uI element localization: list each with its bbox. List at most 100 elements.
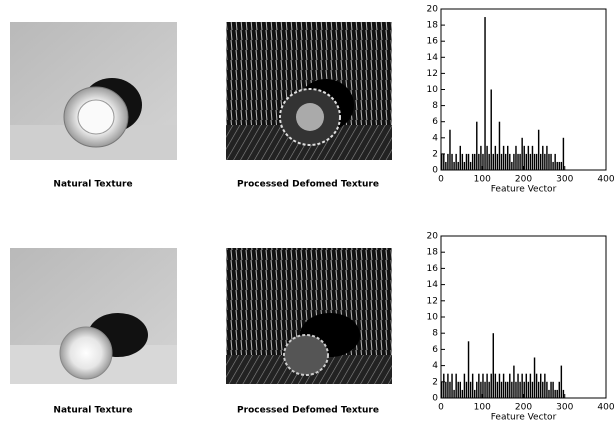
bar	[457, 161, 459, 170]
bar	[486, 373, 488, 398]
bar	[544, 153, 546, 170]
bar	[461, 153, 464, 170]
bar	[556, 389, 558, 398]
x-tick-label: 300	[556, 403, 573, 413]
bar	[552, 161, 554, 170]
bar	[519, 153, 521, 170]
x-tick-label: 200	[515, 403, 532, 413]
bar	[461, 389, 464, 398]
x-tick-label: 0	[438, 175, 444, 185]
bar	[498, 373, 501, 398]
y-tick-label: 8	[432, 329, 438, 339]
caption: Natural Texture	[53, 180, 132, 190]
bar	[560, 365, 563, 398]
bar	[546, 145, 548, 170]
y-tick-label: 14	[427, 53, 439, 63]
bar	[463, 373, 466, 398]
y-tick-label: 0	[432, 394, 438, 404]
bar	[480, 145, 482, 170]
y-tick-label: 12	[427, 296, 438, 306]
bar	[476, 381, 478, 398]
x-tick-label: 100	[474, 403, 491, 413]
bar	[517, 153, 519, 170]
bar	[509, 373, 511, 398]
caption: Natural Texture	[53, 406, 132, 416]
x-tick-label: 0	[438, 403, 444, 413]
bar	[537, 381, 540, 398]
bar	[511, 161, 513, 170]
y-tick-label: 16	[427, 37, 439, 47]
bar	[445, 381, 447, 398]
plot-frame	[440, 235, 607, 399]
bar	[554, 389, 556, 398]
bar	[480, 381, 482, 398]
y-tick-label: 6	[432, 117, 438, 127]
bar	[529, 153, 532, 170]
bar	[521, 137, 523, 170]
bar	[507, 145, 509, 170]
bar	[548, 389, 550, 398]
bar	[467, 341, 470, 398]
bar	[478, 153, 480, 170]
bar	[463, 161, 466, 170]
y-tick-label: 2	[432, 377, 438, 387]
x-tick-label: 400	[597, 175, 614, 185]
bar	[469, 381, 472, 398]
bar	[465, 153, 468, 170]
bar	[525, 373, 528, 398]
y-tick-label: 16	[427, 264, 439, 274]
bar	[535, 373, 538, 398]
bar	[443, 153, 445, 170]
bar	[550, 381, 552, 398]
y-tick-label: 20	[427, 232, 439, 242]
bar	[500, 381, 503, 398]
bar	[502, 373, 505, 398]
bar	[451, 373, 453, 398]
caption: Processed Defomed Texture	[237, 180, 379, 190]
bar	[471, 373, 474, 398]
bar	[441, 153, 443, 170]
bar	[474, 153, 476, 170]
x-tick-label: 200	[515, 175, 532, 185]
bar	[531, 381, 534, 398]
bar	[488, 153, 490, 170]
bar	[537, 129, 540, 170]
bar	[531, 145, 534, 170]
y-tick-label: 4	[432, 133, 438, 143]
bar	[467, 153, 470, 170]
bar	[494, 373, 497, 398]
bar	[492, 333, 495, 398]
bar	[544, 373, 546, 398]
bar	[478, 373, 480, 398]
bar	[535, 153, 538, 170]
bar	[523, 381, 525, 398]
bar	[558, 381, 561, 398]
bar	[453, 389, 455, 398]
bar	[527, 381, 530, 398]
bar	[453, 161, 455, 170]
y-tick-label: 4	[432, 361, 438, 371]
bar	[562, 389, 565, 398]
bar	[447, 153, 449, 170]
bar	[504, 153, 507, 170]
bar	[471, 153, 474, 170]
bar	[482, 373, 484, 398]
y-tick-label: 2	[432, 149, 438, 159]
bar	[484, 381, 486, 398]
bar	[490, 89, 492, 170]
y-tick-label: 20	[427, 5, 439, 15]
bar	[482, 153, 484, 170]
bar	[558, 161, 561, 170]
bar	[509, 153, 511, 170]
y-tick-label: 10	[427, 313, 439, 323]
bar	[441, 381, 443, 398]
bar	[552, 381, 554, 398]
bar	[515, 381, 517, 398]
natural-image	[10, 248, 177, 384]
x-axis-label: Feature Vector	[491, 185, 557, 195]
bar	[519, 381, 521, 398]
y-tick-label: 10	[427, 85, 439, 95]
bar	[513, 365, 515, 398]
y-tick-label: 18	[427, 21, 439, 31]
bar	[540, 373, 542, 398]
